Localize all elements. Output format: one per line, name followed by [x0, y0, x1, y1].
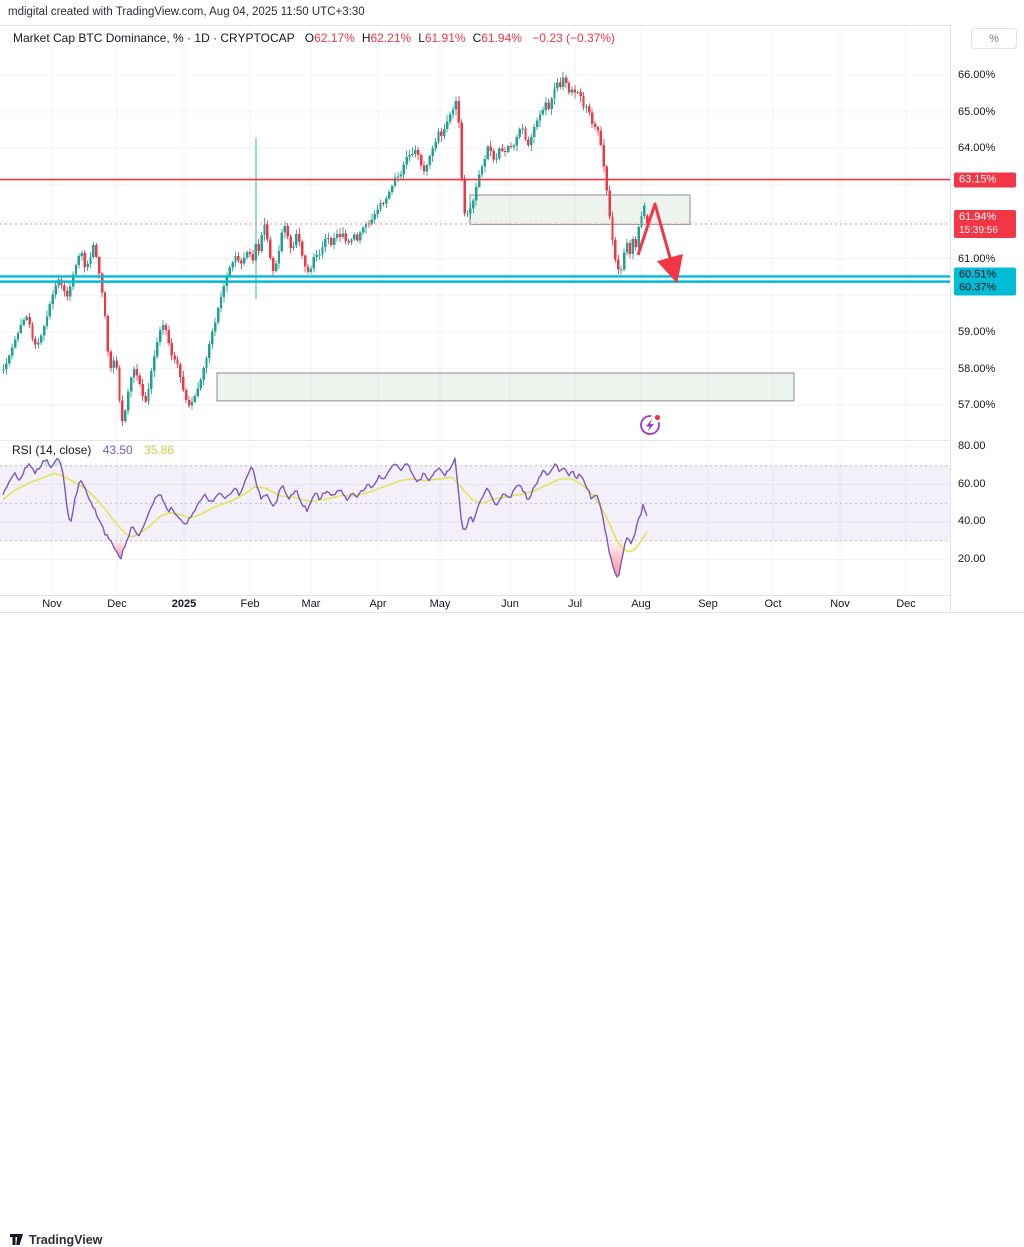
- ohlc-key: H: [361, 31, 371, 45]
- flash-marker-icon[interactable]: [637, 412, 662, 437]
- time-label-oct: Oct: [764, 598, 782, 610]
- ohlc-value: 62.17%: [314, 31, 355, 45]
- time-label-nov: Nov: [830, 598, 850, 610]
- rsi-line: [2, 457, 648, 578]
- price-axis[interactable]: % 66.00% 65.00% 64.00% 61.00% 59.00% 58.00% 57…: [950, 25, 1024, 612]
- rsi-indicator-pane[interactable]: [0, 440, 950, 596]
- time-label-sep: Sep: [698, 598, 718, 610]
- ohlc-value: 61.94%: [481, 31, 522, 45]
- ohlc-key: C: [472, 31, 482, 45]
- rsi-tick-80: 80.00: [958, 440, 986, 452]
- footer-bar: TradingView: [0, 612, 1024, 1247]
- demand-zone-rectangle[interactable]: [216, 372, 795, 402]
- candlestick-series: [2, 72, 649, 426]
- projection-arrow[interactable]: [636, 202, 683, 284]
- price-tick-65: 65.00%: [958, 105, 996, 118]
- ohlc-values: O62.17% H62.21% L61.91% C61.94%: [298, 31, 522, 45]
- time-label-jun: Jun: [501, 598, 519, 610]
- time-axis[interactable]: Nov Dec 2025 Feb Mar Apr May Jun Jul Aug Sep Oct Nov…: [0, 595, 950, 613]
- price-tick-66: 66.00%: [958, 69, 996, 81]
- ohlc-value: 62.21%: [370, 31, 412, 45]
- rsi-tick-60: 60.00: [958, 477, 986, 490]
- time-label-2025: 2025: [171, 598, 197, 610]
- time-label-dec: Dec: [107, 598, 127, 610]
- price-badge-61.94%: 61.94% 15:39:56: [954, 210, 1016, 238]
- time-label-nov: Nov: [42, 598, 62, 610]
- price-tick-61: 61.00%: [958, 252, 996, 265]
- countdown-timer: 15:39:56: [959, 225, 998, 236]
- price-badge-60.37%: 60.37%: [954, 280, 1016, 296]
- time-label-may: May: [429, 598, 451, 610]
- rsi-value: 43.50: [102, 443, 133, 457]
- price-tick-59: 59.00%: [958, 325, 996, 338]
- chart-frame: [0, 25, 1024, 613]
- symbol-title[interactable]: Market Cap BTC Dominance, % · 1D · CRYPT…: [13, 31, 295, 45]
- rsi-tick-40: 40.00: [958, 515, 986, 527]
- tradingview-logo-link[interactable]: TradingView: [9, 1232, 102, 1247]
- time-label-mar: Mar: [301, 598, 321, 610]
- main-chart-canvas[interactable]: [0, 25, 950, 440]
- grid: [0, 25, 950, 440]
- price-tick-57: 57.00%: [958, 399, 996, 412]
- price-badge-63.15%: 63.15%: [954, 172, 1016, 188]
- rsi-title[interactable]: RSI (14, close): [12, 443, 92, 457]
- price-tick-58: 58.00%: [958, 362, 996, 375]
- tradingview-logo-text: TradingView: [29, 1232, 103, 1247]
- main-chart-pane[interactable]: [0, 25, 950, 440]
- rsi-oversold-fill: [609, 540, 625, 577]
- time-label-apr: Apr: [369, 598, 387, 610]
- ohlc-value: 61.91%: [424, 31, 466, 45]
- rsi-ma-line: [2, 472, 648, 553]
- rsi-legend: RSI (14, close) 43.50 35.86: [12, 443, 174, 457]
- rsi-canvas[interactable]: [0, 441, 950, 596]
- ohlc-key: L: [418, 31, 425, 45]
- attribution-bar: mdigital created with TradingView.com, A…: [0, 0, 1024, 25]
- time-label-feb: Feb: [240, 598, 260, 610]
- price-badge-60.51%: 60.51%: [954, 267, 1016, 283]
- percent-unit-button[interactable]: %: [971, 28, 1017, 49]
- price-tick-64: 64.00%: [958, 142, 996, 155]
- change-value: −0.23 (−0.37%): [532, 31, 616, 45]
- attribution-text: mdigital created with TradingView.com, A…: [8, 6, 365, 18]
- time-label-dec: Dec: [896, 598, 916, 610]
- rsi-tick-20: 20.00: [958, 552, 986, 565]
- symbol-legend: Market Cap BTC Dominance, % · 1D · CRYPT…: [13, 31, 615, 45]
- time-label-jul: Jul: [567, 598, 583, 610]
- time-label-aug: Aug: [631, 598, 651, 610]
- rsi-ma-value: 35.86: [144, 443, 175, 457]
- tradingview-logo-icon: [10, 1234, 23, 1245]
- ohlc-key: O: [304, 31, 315, 45]
